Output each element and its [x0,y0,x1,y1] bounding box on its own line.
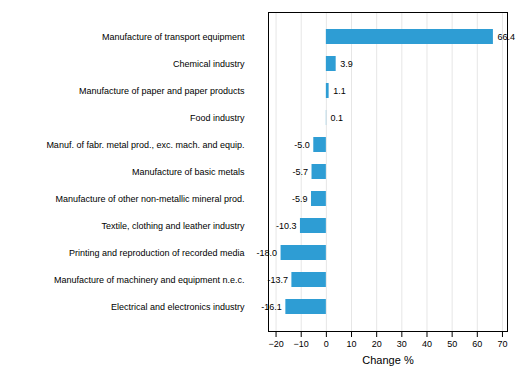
svg-text:Printing and reproduction of r: Printing and reproduction of recorded me… [69,248,245,258]
svg-text:-10.3: -10.3 [276,221,297,231]
svg-text:Manufacture of machinery and e: Manufacture of machinery and equipment n… [54,275,245,285]
svg-text:10: 10 [347,339,357,349]
svg-text:20: 20 [372,339,382,349]
svg-text:Chemical industry: Chemical industry [173,59,245,69]
svg-text:Electrical and electronics ind: Electrical and electronics industry [111,302,245,312]
svg-text:40: 40 [422,339,432,349]
svg-text:-16.1: -16.1 [261,302,282,312]
svg-text:-5.0: -5.0 [294,140,310,150]
svg-text:Manufacture of other non-metal: Manufacture of other non-metallic minera… [55,194,244,204]
svg-text:60: 60 [472,339,482,349]
svg-text:0: 0 [324,339,329,349]
svg-text:1.1: 1.1 [333,86,346,96]
svg-text:50: 50 [447,339,457,349]
svg-text:3.9: 3.9 [340,59,353,69]
svg-text:Manuf. of fabr. metal prod., e: Manuf. of fabr. metal prod., exc. mach. … [46,140,244,150]
svg-text:Manufacture of transport equip: Manufacture of transport equipment [102,32,245,42]
svg-text:-5.9: -5.9 [292,194,308,204]
svg-text:70: 70 [497,339,507,349]
svg-text:Change %: Change % [362,354,414,366]
svg-text:−20: −20 [268,339,283,349]
svg-text:-13.7: -13.7 [267,275,288,285]
svg-text:Food industry: Food industry [190,113,245,123]
svg-text:-5.7: -5.7 [293,167,309,177]
svg-text:−10: −10 [294,339,309,349]
svg-text:Textile, clothing and leather: Textile, clothing and leather industry [101,221,245,231]
svg-text:66.4: 66.4 [497,32,515,42]
svg-text:30: 30 [397,339,407,349]
svg-text:Manufacture of basic metals: Manufacture of basic metals [132,167,245,177]
svg-text:0.1: 0.1 [331,113,344,123]
svg-text:Manufacture of paper and paper: Manufacture of paper and paper products [79,86,245,96]
svg-text:-18.0: -18.0 [257,248,278,258]
